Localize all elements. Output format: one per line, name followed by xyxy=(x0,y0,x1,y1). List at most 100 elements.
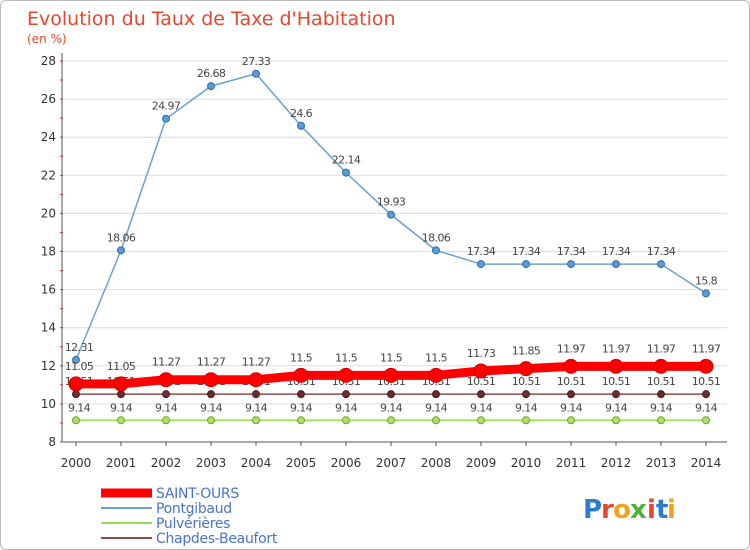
x-tick-2010: 2010 xyxy=(511,456,542,470)
x-tick-2008: 2008 xyxy=(421,456,452,470)
point-saint-ours-2009 xyxy=(473,363,489,379)
data-label-pontgibaud-2005: 24.6 xyxy=(290,107,313,120)
data-label-saint-ours-2005: 11.5 xyxy=(290,351,313,364)
data-label-chapdes-beaufort-2014: 10.51 xyxy=(692,375,721,388)
point-saint-ours-2001 xyxy=(113,376,129,392)
data-label-pulv-ri-res-2009: 9.14 xyxy=(470,401,493,414)
x-tick-2012: 2012 xyxy=(601,456,632,470)
point-saint-ours-2012 xyxy=(608,358,624,374)
point-pulv-ri-res-2001 xyxy=(117,416,125,425)
point-chapdes-beaufort-2014 xyxy=(702,390,710,399)
series-pontgibaud: 12.31 18.06 24.97 26.68 27.33 24.6 22.14 19.93 1… xyxy=(65,55,718,364)
data-label-saint-ours-2004: 11.27 xyxy=(242,356,271,369)
point-chapdes-beaufort-2013 xyxy=(657,390,665,399)
data-label-chapdes-beaufort-2011: 10.51 xyxy=(557,375,586,388)
data-label-pulv-ri-res-2012: 9.14 xyxy=(605,401,628,414)
point-saint-ours-2010 xyxy=(518,361,534,377)
point-pontgibaud-2008 xyxy=(432,246,440,255)
x-tick-2003: 2003 xyxy=(196,456,227,470)
x-tick-2005: 2005 xyxy=(286,456,317,470)
logo-letter: o xyxy=(613,495,631,525)
data-label-pulv-ri-res-2013: 9.14 xyxy=(650,401,673,414)
point-pulv-ri-res-2005 xyxy=(297,416,305,425)
axes xyxy=(60,53,727,446)
point-pulv-ri-res-2000 xyxy=(72,416,80,425)
series-chapdes-beaufort: 10.5110.5110.5110.5110.5110.5110.5110.51… xyxy=(65,375,721,399)
point-chapdes-beaufort-2009 xyxy=(477,390,485,399)
x-tick-2000: 2000 xyxy=(61,456,92,470)
data-label-pontgibaud-2001: 18.06 xyxy=(107,231,136,244)
point-pulv-ri-res-2011 xyxy=(567,416,575,425)
chart-title: Evolution du Taux de Taxe d'Habitation xyxy=(27,8,396,30)
point-saint-ours-2007 xyxy=(383,367,399,383)
data-label-pulv-ri-res-2005: 9.14 xyxy=(290,401,313,414)
point-chapdes-beaufort-2001 xyxy=(117,390,125,399)
point-pulv-ri-res-2003 xyxy=(207,416,215,425)
y-tick-20: 20 xyxy=(41,206,56,220)
point-pontgibaud-2012 xyxy=(612,260,620,269)
data-label-pulv-ri-res-2006: 9.14 xyxy=(335,401,358,414)
point-pulv-ri-res-2007 xyxy=(387,416,395,425)
series-saint-ours: 11.05 11.05 11.27 11.27 11.27 11.5 11.5 11.5 11.… xyxy=(65,342,721,392)
y-tick-22: 22 xyxy=(41,168,56,182)
point-pontgibaud-2007 xyxy=(387,210,395,219)
data-label-pulv-ri-res-2014: 9.14 xyxy=(695,401,718,414)
data-label-pontgibaud-2013: 17.34 xyxy=(647,245,676,258)
data-label-pontgibaud-2004: 27.33 xyxy=(242,55,271,68)
x-tick-2007: 2007 xyxy=(376,456,407,470)
data-label-chapdes-beaufort-2009: 10.51 xyxy=(467,375,496,388)
chart-unit: (en %) xyxy=(27,32,67,46)
data-label-saint-ours-2002: 11.27 xyxy=(152,356,181,369)
point-chapdes-beaufort-2010 xyxy=(522,390,530,399)
data-label-pontgibaud-2000: 12.31 xyxy=(65,341,94,354)
data-label-saint-ours-2000: 11.05 xyxy=(65,360,94,373)
data-label-pontgibaud-2011: 17.34 xyxy=(557,245,586,258)
point-saint-ours-2004 xyxy=(248,372,264,388)
x-tick-2001: 2001 xyxy=(106,456,137,470)
x-tick-2011: 2011 xyxy=(556,456,587,470)
point-pontgibaud-2003 xyxy=(207,82,215,91)
data-label-chapdes-beaufort-2010: 10.51 xyxy=(512,375,541,388)
y-tick-8: 8 xyxy=(48,435,56,449)
logo-letter: P xyxy=(583,495,602,525)
point-pulv-ri-res-2014 xyxy=(702,416,710,425)
point-pulv-ri-res-2012 xyxy=(612,416,620,425)
y-tick-10: 10 xyxy=(41,397,56,411)
data-label-pulv-ri-res-2001: 9.14 xyxy=(110,401,133,414)
point-chapdes-beaufort-2011 xyxy=(567,390,575,399)
point-chapdes-beaufort-2004 xyxy=(252,390,260,399)
point-saint-ours-2005 xyxy=(293,367,309,383)
point-saint-ours-2008 xyxy=(428,367,444,383)
x-tick-2004: 2004 xyxy=(241,456,272,470)
series-pulv-ri-res: 9.14 9.14 9.14 9.14 9.14 9.14 9.14 9.14 9.14 9.14… xyxy=(68,401,718,425)
legend-label-pontgibaud: Pontgibaud xyxy=(156,501,232,517)
point-pontgibaud-2010 xyxy=(522,260,530,269)
data-label-saint-ours-2010: 11.85 xyxy=(512,345,541,358)
data-label-saint-ours-2013: 11.97 xyxy=(647,342,676,355)
data-label-pulv-ri-res-2011: 9.14 xyxy=(560,401,583,414)
data-label-pulv-ri-res-2007: 9.14 xyxy=(380,401,403,414)
data-label-pontgibaud-2010: 17.34 xyxy=(512,245,541,258)
data-label-pontgibaud-2006: 22.14 xyxy=(332,154,361,167)
data-label-chapdes-beaufort-2013: 10.51 xyxy=(647,375,676,388)
point-chapdes-beaufort-2003 xyxy=(207,390,215,399)
data-label-pulv-ri-res-2010: 9.14 xyxy=(515,401,538,414)
point-saint-ours-2000 xyxy=(68,376,84,392)
data-label-saint-ours-2014: 11.97 xyxy=(692,342,721,355)
point-saint-ours-2011 xyxy=(563,358,579,374)
data-label-pulv-ri-res-2008: 9.14 xyxy=(425,401,448,414)
logo-letter: x xyxy=(630,495,647,525)
x-tick-2014: 2014 xyxy=(691,456,722,470)
logo-letter: i xyxy=(647,495,656,525)
series-group: 10.5110.5110.5110.5110.5110.5110.5110.51… xyxy=(65,55,721,425)
proxiti-logo: Pr o x i ti xyxy=(583,495,676,525)
data-label-pontgibaud-2009: 17.34 xyxy=(467,245,496,258)
data-label-pulv-ri-res-2003: 9.14 xyxy=(200,401,223,414)
data-label-pulv-ri-res-2002: 9.14 xyxy=(155,401,178,414)
data-label-saint-ours-2008: 11.5 xyxy=(425,351,448,364)
logo-letter: r xyxy=(601,495,614,525)
grid-lines xyxy=(62,60,727,443)
point-pontgibaud-2013 xyxy=(657,260,665,269)
x-tick-labels: 2000 2001 2002 2003 2004 2005 2006 2007 2008 2009… xyxy=(61,456,722,470)
x-tick-2006: 2006 xyxy=(331,456,362,470)
